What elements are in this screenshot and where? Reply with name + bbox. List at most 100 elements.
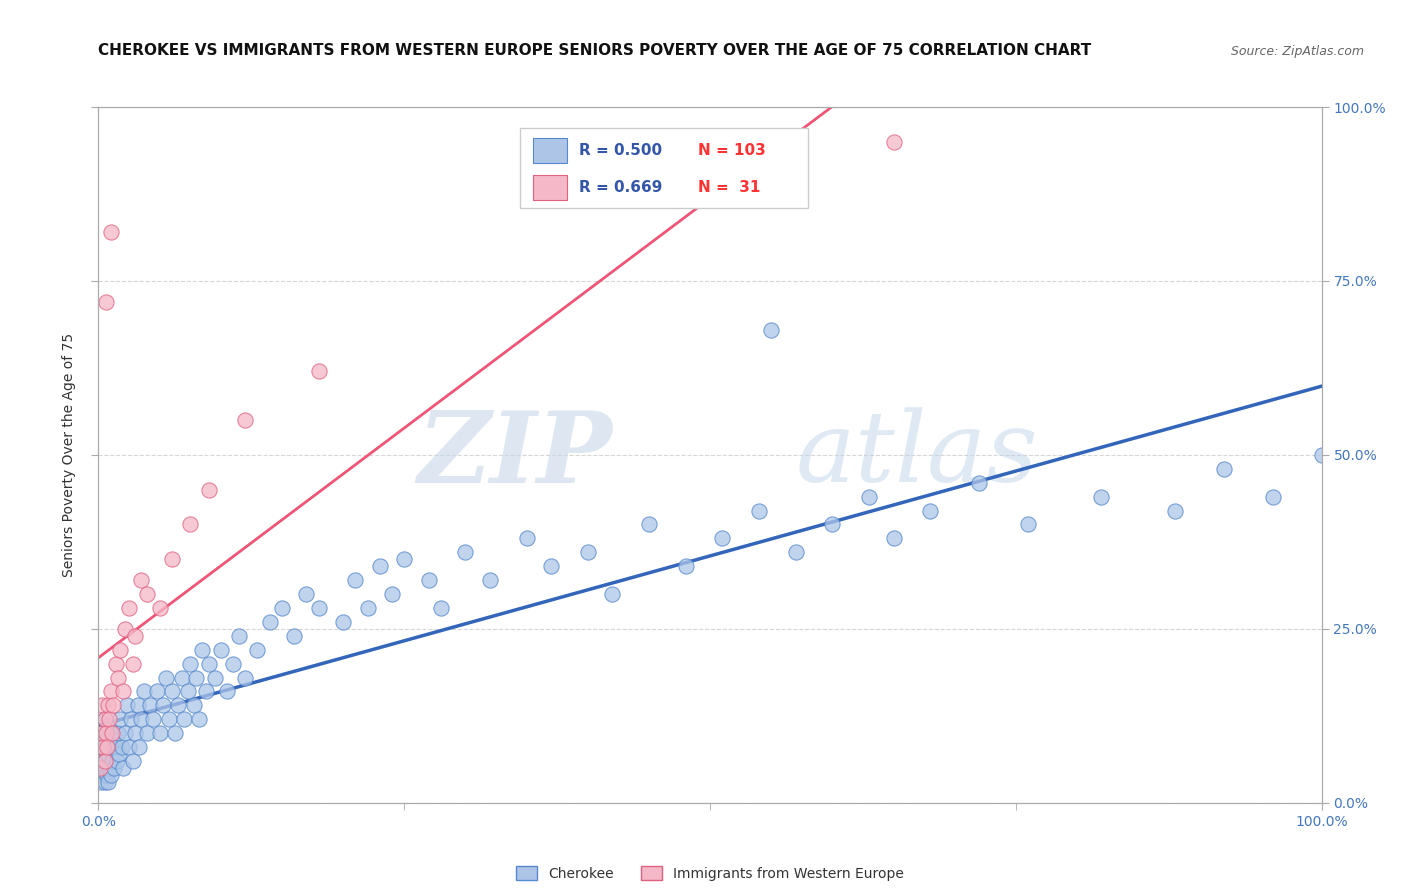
- Point: [90, 740, 112, 755]
- Point: [883, 532, 905, 546]
- Point: [114, 726, 136, 740]
- Point: [270, 601, 294, 615]
- Text: R = 0.669: R = 0.669: [579, 180, 662, 195]
- Point: [858, 490, 880, 504]
- Point: [186, 671, 208, 685]
- Point: [179, 657, 201, 671]
- Point: [157, 712, 180, 726]
- Point: [136, 726, 159, 740]
- Point: [124, 629, 146, 643]
- Point: [392, 552, 416, 566]
- Point: [105, 754, 128, 768]
- Point: [100, 225, 122, 239]
- Point: [1261, 490, 1284, 504]
- Point: [149, 601, 172, 615]
- Point: [91, 768, 114, 782]
- Point: [118, 601, 141, 615]
- Point: [197, 483, 219, 497]
- Point: [107, 726, 129, 740]
- Point: [1090, 490, 1112, 504]
- Text: Source: ZipAtlas.com: Source: ZipAtlas.com: [1230, 45, 1364, 58]
- Point: [515, 532, 537, 546]
- Point: [111, 740, 134, 755]
- Point: [93, 712, 115, 726]
- Point: [100, 726, 122, 740]
- Point: [94, 726, 117, 740]
- Point: [115, 698, 138, 713]
- Point: [108, 747, 131, 761]
- Point: [1017, 517, 1039, 532]
- Point: [111, 761, 134, 775]
- Point: [1212, 462, 1234, 476]
- Point: [91, 740, 114, 755]
- Point: [195, 684, 218, 698]
- Point: [101, 698, 124, 713]
- Point: [142, 712, 165, 726]
- Point: [93, 712, 115, 726]
- Point: [97, 775, 120, 789]
- Point: [118, 740, 141, 755]
- Point: [246, 642, 269, 657]
- Point: [89, 761, 111, 775]
- Point: [177, 684, 200, 698]
- Point: [120, 712, 142, 726]
- Point: [883, 135, 905, 149]
- Point: [368, 559, 391, 574]
- Point: [98, 740, 121, 755]
- Point: [136, 587, 159, 601]
- Point: [295, 587, 318, 601]
- Point: [91, 726, 114, 740]
- Point: [114, 622, 136, 636]
- Point: [96, 747, 118, 761]
- Point: [748, 503, 770, 517]
- Point: [967, 475, 990, 490]
- Point: [170, 671, 193, 685]
- Bar: [533, 176, 567, 201]
- Point: [101, 733, 124, 747]
- Point: [344, 573, 367, 587]
- Point: [332, 615, 354, 629]
- Point: [233, 671, 256, 685]
- Text: R = 0.500: R = 0.500: [579, 143, 662, 158]
- Point: [160, 552, 183, 566]
- Point: [160, 684, 183, 698]
- Point: [127, 698, 149, 713]
- Point: [93, 754, 115, 768]
- Point: [121, 657, 143, 671]
- Point: [179, 517, 201, 532]
- Point: [204, 671, 226, 685]
- Point: [761, 323, 783, 337]
- Point: [104, 657, 127, 671]
- Point: [920, 503, 942, 517]
- Text: N = 103: N = 103: [697, 143, 765, 158]
- Point: [675, 559, 697, 574]
- Point: [233, 413, 256, 427]
- Point: [711, 532, 734, 546]
- Point: [101, 726, 124, 740]
- Point: [381, 587, 404, 601]
- Point: [110, 642, 132, 657]
- Point: [96, 768, 118, 782]
- Point: [209, 642, 232, 657]
- Point: [101, 754, 124, 768]
- Point: [94, 294, 117, 309]
- Point: [149, 726, 172, 740]
- Point: [107, 671, 129, 685]
- Point: [576, 545, 599, 559]
- FancyBboxPatch shape: [520, 128, 808, 208]
- Point: [308, 364, 330, 378]
- Point: [222, 657, 245, 671]
- Point: [94, 761, 117, 775]
- Point: [91, 698, 114, 713]
- Point: [197, 657, 219, 671]
- Point: [124, 726, 146, 740]
- Point: [228, 629, 250, 643]
- Point: [100, 768, 122, 782]
- Point: [173, 712, 195, 726]
- Point: [104, 740, 127, 755]
- Point: [1164, 503, 1187, 517]
- Point: [91, 740, 114, 755]
- Point: [152, 698, 174, 713]
- Point: [89, 761, 111, 775]
- Point: [91, 726, 114, 740]
